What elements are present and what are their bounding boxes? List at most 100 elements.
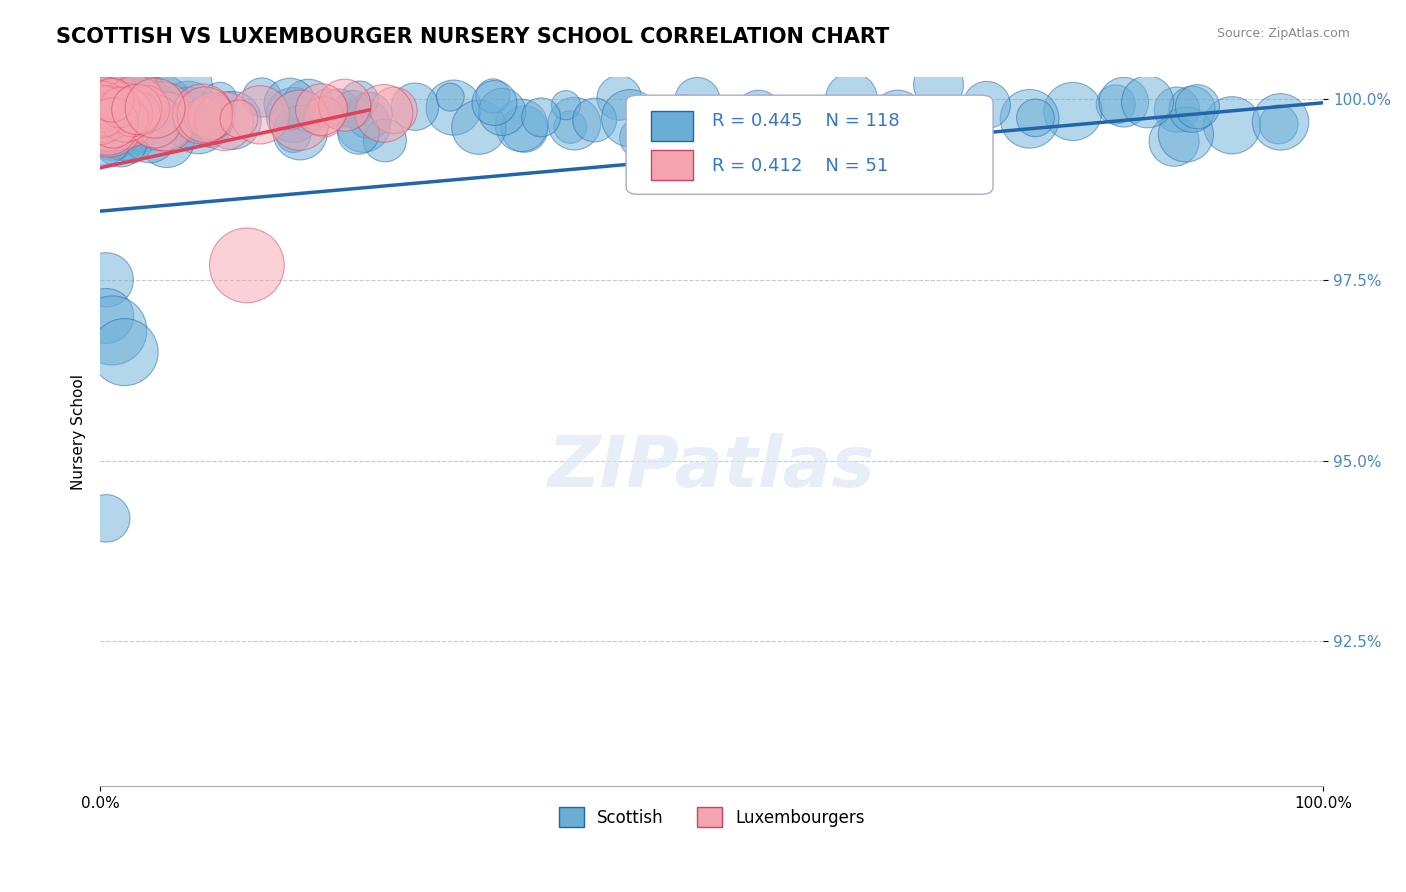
Point [94, 95, 117, 110]
Point [564, 117, 586, 131]
Point [359, 108, 381, 122]
Point [228, 112, 250, 126]
Point [333, 98, 356, 112]
Point [96, 117, 118, 131]
Point [1163, 134, 1185, 148]
Point [90, 82, 112, 96]
Point [110, 106, 132, 120]
Point [108, 100, 131, 114]
Y-axis label: Nursery School: Nursery School [72, 374, 86, 490]
Point [1112, 95, 1135, 110]
Point [94, 105, 117, 120]
Point [530, 111, 553, 125]
Point [105, 123, 128, 137]
Point [373, 106, 395, 120]
Point [583, 113, 606, 128]
Point [100, 81, 122, 95]
Point [484, 95, 506, 110]
Point [107, 91, 129, 105]
Point [155, 114, 177, 128]
Point [1062, 104, 1084, 119]
Point [288, 126, 311, 140]
Point [94, 103, 117, 117]
Point [439, 90, 461, 104]
Point [194, 108, 217, 122]
Point [112, 103, 135, 118]
Text: R = 0.445    N = 118: R = 0.445 N = 118 [711, 112, 900, 130]
Point [114, 86, 136, 100]
Point [628, 131, 651, 145]
Point [97, 115, 120, 129]
Point [103, 126, 125, 140]
Point [619, 111, 641, 125]
Point [918, 123, 941, 137]
Point [101, 323, 124, 337]
Point [96, 511, 118, 525]
Point [297, 98, 319, 112]
Point [105, 99, 128, 113]
Point [138, 128, 160, 143]
Point [114, 107, 136, 121]
Point [1220, 118, 1243, 132]
Point [193, 110, 215, 124]
Point [117, 114, 139, 128]
Point [200, 110, 222, 124]
Point [112, 103, 135, 117]
Point [554, 98, 576, 112]
Point [101, 93, 124, 107]
Point [288, 113, 311, 128]
Point [1174, 128, 1197, 142]
Point [90, 108, 112, 122]
Point [129, 93, 152, 107]
Point [198, 119, 221, 133]
Point [1024, 111, 1046, 125]
FancyBboxPatch shape [626, 95, 993, 194]
Point [928, 78, 950, 92]
Point [887, 109, 910, 123]
Point [1187, 100, 1209, 114]
Point [212, 114, 235, 128]
Point [891, 126, 914, 140]
Point [468, 120, 491, 135]
Point [1136, 95, 1159, 109]
Point [208, 93, 231, 107]
Point [353, 118, 375, 132]
Point [117, 89, 139, 103]
Point [560, 120, 582, 134]
Point [672, 115, 695, 129]
Point [312, 110, 335, 124]
Point [139, 101, 162, 115]
Point [90, 105, 112, 120]
Point [1105, 97, 1128, 112]
Point [686, 93, 709, 107]
Point [96, 111, 118, 125]
Point [90, 106, 112, 120]
Point [143, 101, 166, 115]
Point [747, 106, 769, 120]
Point [311, 103, 333, 117]
Point [108, 111, 131, 125]
Point [114, 112, 136, 126]
Point [249, 108, 271, 122]
Point [1181, 102, 1204, 116]
Point [135, 102, 157, 116]
Point [143, 114, 166, 128]
Point [177, 103, 200, 118]
Point [97, 116, 120, 130]
Point [177, 108, 200, 122]
Point [1270, 115, 1292, 129]
Point [93, 107, 115, 121]
Point [134, 95, 156, 110]
Point [93, 129, 115, 144]
Point [176, 119, 198, 133]
Point [125, 109, 148, 123]
Point [117, 92, 139, 106]
Point [96, 309, 118, 323]
Point [120, 135, 142, 149]
Point [283, 108, 305, 122]
Point [173, 79, 195, 94]
Point [111, 117, 134, 131]
Point [100, 101, 122, 115]
Point [976, 98, 998, 112]
Point [117, 99, 139, 113]
